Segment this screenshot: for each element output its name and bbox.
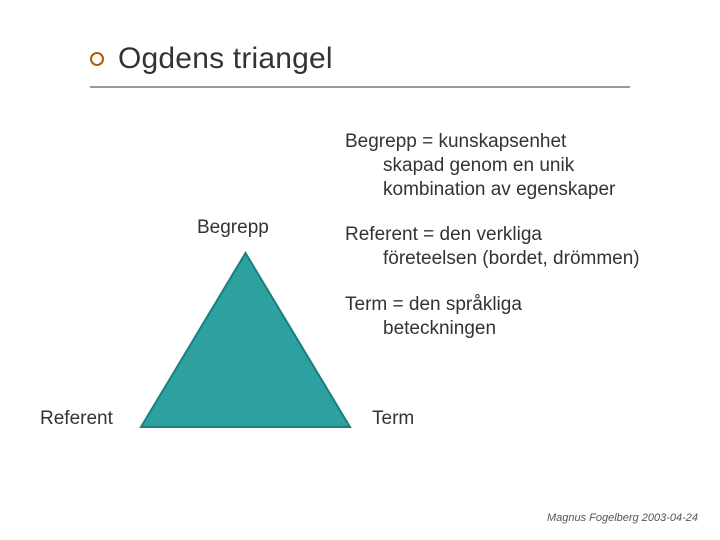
def-cont: skapad genom en unik kombination av egen… (345, 154, 675, 202)
vertex-label-right: Term (372, 408, 414, 430)
definition-term: Term = den språkliga beteckningen (345, 293, 675, 341)
page-title: Ogdens triangel (118, 42, 333, 76)
definition-referent: Referent = den verkliga företeelsen (bor… (345, 223, 675, 271)
title-underline (90, 86, 630, 88)
vertex-label-top: Begrepp (197, 217, 269, 239)
def-head: Referent = den verkliga (345, 224, 542, 245)
def-head: Begrepp = kunskapsenhet (345, 131, 566, 152)
def-head: Term = den språkliga (345, 294, 522, 315)
def-cont: beteckningen (345, 317, 675, 341)
definitions-block: Begrepp = kunskapsenhet skapad genom en … (345, 130, 675, 362)
triangle-icon (138, 250, 353, 430)
triangle-diagram (138, 250, 353, 430)
footer-attribution: Magnus Fogelberg 2003-04-24 (547, 512, 698, 524)
vertex-label-left: Referent (40, 408, 113, 430)
definition-begrepp: Begrepp = kunskapsenhet skapad genom en … (345, 130, 675, 201)
title-row: Ogdens triangel (90, 42, 333, 76)
def-cont: företeelsen (bordet, drömmen) (345, 247, 675, 271)
bullet-icon (90, 52, 104, 66)
